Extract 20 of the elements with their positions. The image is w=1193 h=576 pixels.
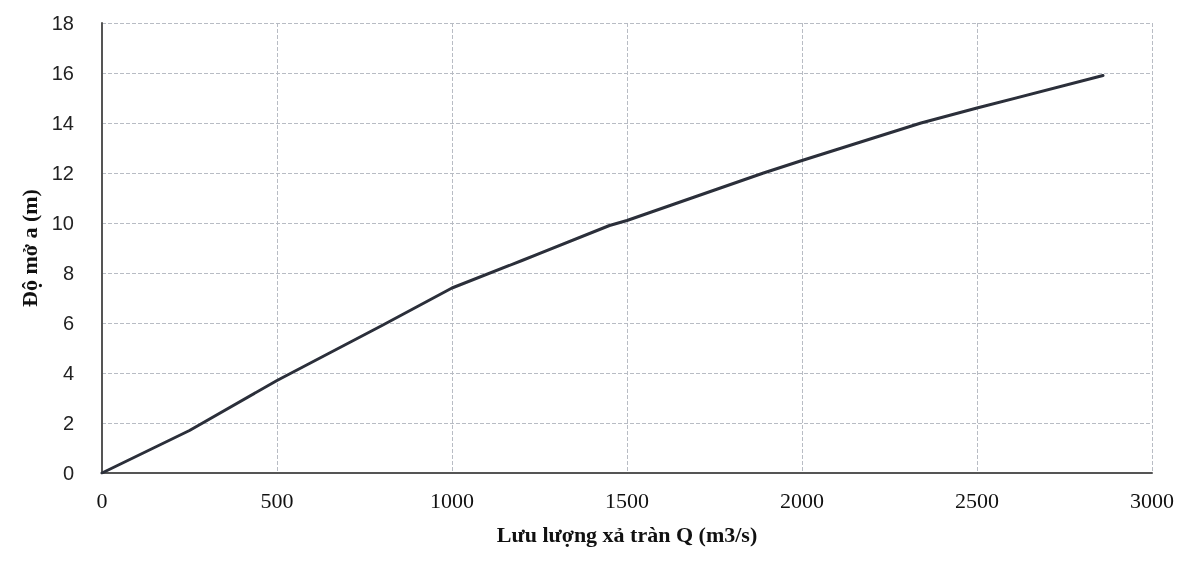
x-tick-label: 0 (96, 487, 108, 513)
y-tick-label: 14 (51, 112, 74, 134)
y-tick-label: 8 (62, 262, 74, 284)
y-tick-label: 0 (62, 462, 74, 484)
y-axis-title: Độ mở a (m) (16, 189, 42, 307)
x-tick-label: 1000 (430, 487, 474, 513)
x-tick-label: 2000 (780, 487, 824, 513)
x-tick-label: 1500 (605, 487, 649, 513)
y-tick-label: 2 (62, 412, 74, 434)
y-tick-label: 12 (51, 162, 74, 184)
line-series (100, 74, 1105, 475)
y-tick-label: 10 (51, 212, 74, 234)
y-tick-label: 18 (51, 12, 74, 34)
y-tick-label: 4 (62, 362, 74, 384)
x-axis-title: Lưu lượng xả tràn Q (m3/s) (496, 521, 758, 547)
y-tick-label: 16 (51, 62, 74, 84)
y-tick-label: 6 (62, 312, 74, 334)
x-tick-label: 500 (260, 487, 294, 513)
x-tick-label: 2500 (955, 487, 999, 513)
x-tick-label: 3000 (1130, 487, 1174, 513)
